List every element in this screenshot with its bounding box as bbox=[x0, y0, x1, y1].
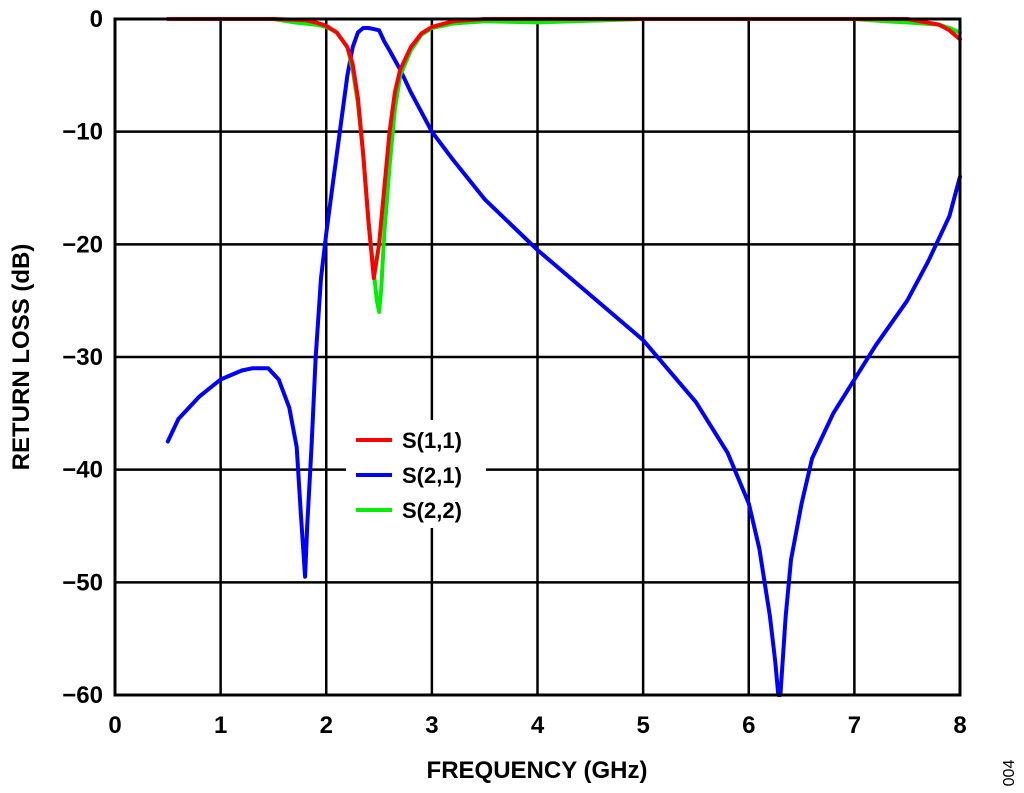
x-tick-label: 5 bbox=[636, 712, 649, 739]
y-tick-label: 0 bbox=[90, 6, 103, 33]
y-tick-label: −50 bbox=[62, 569, 103, 596]
y-axis-title: RETURN LOSS (dB) bbox=[8, 244, 35, 471]
y-tick-label: −60 bbox=[62, 682, 103, 709]
y-tick-labels: 0 −10 −20 −30 −40 −50 −60 bbox=[62, 6, 103, 709]
x-tick-label: 1 bbox=[214, 712, 227, 739]
x-tick-label: 2 bbox=[320, 712, 333, 739]
x-axis-title: FREQUENCY (GHz) bbox=[427, 757, 648, 784]
y-tick-label: −40 bbox=[62, 457, 103, 484]
x-tick-label: 0 bbox=[108, 712, 121, 739]
plot-frame bbox=[113, 17, 962, 697]
x-tick-labels: 0 1 2 3 4 5 6 7 8 bbox=[108, 712, 966, 739]
x-tick-label: 6 bbox=[742, 712, 755, 739]
y-tick-label: −10 bbox=[62, 119, 103, 146]
y-tick-label: −20 bbox=[62, 231, 103, 258]
legend-label: S(2,1) bbox=[402, 463, 462, 488]
x-tick-label: 8 bbox=[953, 712, 966, 739]
legend-label: S(2,2) bbox=[402, 498, 462, 523]
series-line-S21 bbox=[165, 26, 962, 697]
legend: S(1,1) S(2,1) S(2,2) bbox=[346, 420, 486, 528]
legend-label: S(1,1) bbox=[402, 428, 462, 453]
x-tick-label: 4 bbox=[531, 712, 545, 739]
figure-id: 004 bbox=[1001, 760, 1018, 787]
x-tick-label: 3 bbox=[425, 712, 438, 739]
y-tick-label: −30 bbox=[62, 344, 103, 371]
x-tick-label: 7 bbox=[848, 712, 861, 739]
